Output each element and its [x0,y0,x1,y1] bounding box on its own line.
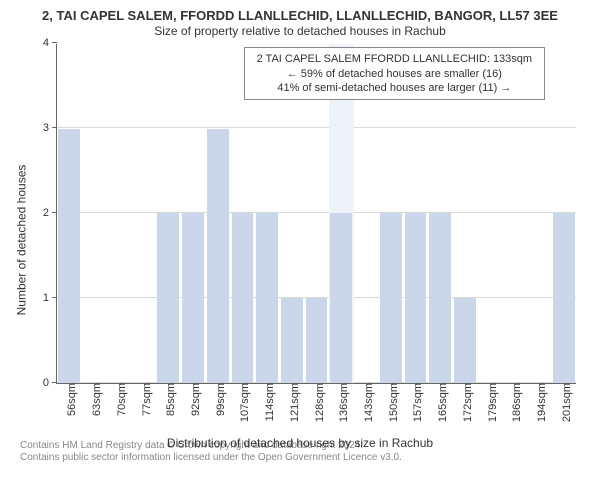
bar [207,129,229,383]
y-tick-label: 0 [43,377,49,389]
bar [330,213,352,383]
bar-slot: 77sqm [131,44,156,383]
bar [182,213,204,383]
bar [281,298,303,383]
annotation-line-2: ← 59% of detached houses are smaller (16… [253,67,536,81]
x-tick-label: 56sqm [60,383,78,416]
y-tick-label: 3 [43,122,49,134]
x-tick-label: 186sqm [505,383,523,422]
bar [157,213,179,383]
bar [306,298,328,383]
x-tick-label: 70sqm [110,383,128,416]
bar-slot: 201sqm [551,44,576,383]
chart-subtitle: Size of property relative to detached ho… [14,24,586,40]
y-tick-mark [52,297,57,298]
annotation-box: 2 TAI CAPEL SALEM FFORDD LLANLLECHID: 13… [244,47,545,100]
bar [553,213,575,383]
plot-area: 56sqm63sqm70sqm77sqm85sqm92sqm99sqm107sq… [56,44,576,384]
x-tick-label: 157sqm [406,383,424,422]
x-tick-label: 165sqm [431,383,449,422]
bar [380,213,402,383]
bar-slot: 63sqm [82,44,107,383]
plot-inner: 56sqm63sqm70sqm77sqm85sqm92sqm99sqm107sq… [56,44,576,384]
bar-slot: 56sqm [57,44,82,383]
y-tick-label: 2 [43,207,49,219]
bar [429,213,451,383]
y-axis-label: Number of detached houses [14,164,28,315]
y-tick-mark [52,382,57,383]
x-tick-label: 92sqm [184,383,202,416]
x-tick-label: 85sqm [159,383,177,416]
y-tick-label: 4 [43,37,49,49]
x-tick-label: 194sqm [530,383,548,422]
bar-slot: 99sqm [205,44,230,383]
bar-slot: 85sqm [156,44,181,383]
bar [58,129,80,383]
footer-line-2: Contains public sector information licen… [20,452,586,465]
x-tick-label: 150sqm [382,383,400,422]
x-tick-label: 172sqm [456,383,474,422]
bar [256,213,278,383]
x-tick-label: 143sqm [357,383,375,422]
x-tick-label: 136sqm [332,383,350,422]
chart-container: 2, TAI CAPEL SALEM, FFORDD LLANLLECHID, … [0,0,600,500]
y-tick-mark [52,212,57,213]
bar [454,298,476,383]
annotation-line-1: 2 TAI CAPEL SALEM FFORDD LLANLLECHID: 13… [253,52,536,66]
annotation-line-3: 41% of semi-detached houses are larger (… [253,81,536,95]
bar-slot: 92sqm [181,44,206,383]
x-tick-label: 179sqm [481,383,499,422]
y-tick-mark [52,127,57,128]
x-tick-label: 128sqm [308,383,326,422]
chart-title: 2, TAI CAPEL SALEM, FFORDD LLANLLECHID, … [14,8,586,24]
bar [405,213,427,383]
bar [232,213,254,383]
x-tick-label: 99sqm [209,383,227,416]
x-tick-label: 107sqm [233,383,251,422]
x-axis-label: Distribution of detached houses by size … [14,436,586,450]
y-tick-mark [52,42,57,43]
y-axis-label-wrap: Number of detached houses [14,44,28,436]
bar-slot: 70sqm [106,44,131,383]
x-tick-label: 114sqm [258,383,276,421]
x-tick-label: 77sqm [135,383,153,416]
x-tick-label: 63sqm [85,383,103,416]
y-tick-label: 1 [43,292,49,304]
x-tick-label: 201sqm [555,383,573,422]
x-tick-label: 121sqm [283,383,301,422]
